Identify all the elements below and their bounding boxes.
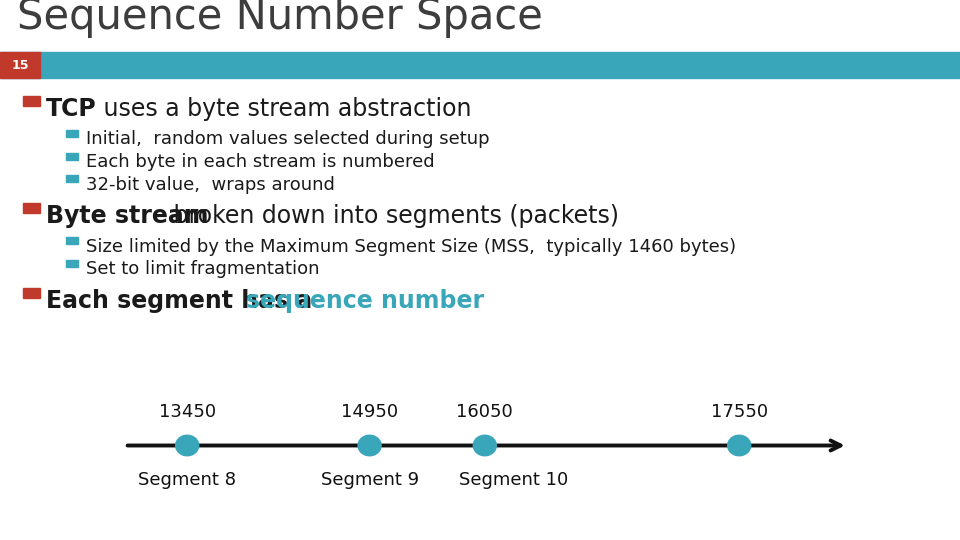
Text: sequence number: sequence number [246,289,484,313]
Text: Set to limit fragmentation: Set to limit fragmentation [86,260,320,278]
Ellipse shape [473,435,496,456]
Text: Size limited by the Maximum Segment Size (MSS,  typically 1460 bytes): Size limited by the Maximum Segment Size… [86,238,736,255]
Text: 15: 15 [12,59,29,72]
Text: Each segment has a: Each segment has a [46,289,321,313]
Bar [65,130,78,137]
Bar [23,288,40,298]
Ellipse shape [358,435,381,456]
Bar [23,96,40,106]
Text: TCP: TCP [46,97,97,121]
Text: uses a byte stream abstraction: uses a byte stream abstraction [96,97,471,121]
Text: Byte stream: Byte stream [46,204,208,228]
Text: Initial,  random values selected during setup: Initial, random values selected during s… [86,130,490,148]
Bar [65,152,78,160]
Text: 17550: 17550 [710,403,768,421]
Text: Segment 10: Segment 10 [459,471,568,489]
Text: Segment 9: Segment 9 [321,471,419,489]
Bar [0,52,960,78]
Text: Sequence Number Space: Sequence Number Space [17,0,543,38]
Text: Segment 8: Segment 8 [138,471,236,489]
Ellipse shape [176,435,199,456]
Text: 14950: 14950 [341,403,398,421]
Text: 32-bit value,  wraps around: 32-bit value, wraps around [86,176,335,193]
Text: 13450: 13450 [158,403,216,421]
Bar [0,52,40,78]
Text: 16050: 16050 [456,403,514,421]
Bar [65,175,78,182]
Bar [65,238,78,244]
Text: Each byte in each stream is numbered: Each byte in each stream is numbered [86,153,435,171]
Text: broken down into segments (packets): broken down into segments (packets) [166,204,619,228]
Bar [23,203,40,213]
Ellipse shape [728,435,751,456]
Bar [65,260,78,267]
